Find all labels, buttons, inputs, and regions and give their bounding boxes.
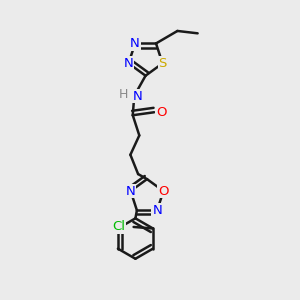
Text: N: N <box>152 204 162 217</box>
Text: Cl: Cl <box>112 220 125 233</box>
Text: H: H <box>118 88 128 101</box>
Text: O: O <box>158 184 169 197</box>
Text: N: N <box>130 37 140 50</box>
Text: O: O <box>156 106 166 119</box>
Text: N: N <box>124 57 134 70</box>
Text: N: N <box>132 90 142 103</box>
Text: S: S <box>158 57 167 70</box>
Text: N: N <box>126 184 136 197</box>
